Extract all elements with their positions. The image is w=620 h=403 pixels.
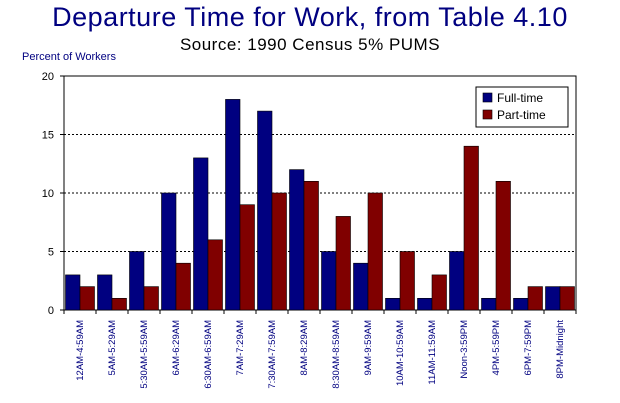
bar-part-time [303, 181, 319, 311]
bar-part-time [431, 274, 447, 311]
bar-full-time [161, 192, 177, 311]
x-tick-label: 8PM-Midnight [555, 320, 566, 379]
x-axis-ticks: 12AM-4:59AM 5AM-5:29AM 5:30AM-5:59AM 6AM-6:… [63, 310, 577, 389]
x-tick-label: 5:30AM-5:59AM [139, 320, 150, 389]
bar-part-time [79, 286, 95, 311]
legend: Full-time Part-time [475, 86, 569, 128]
bar-full-time [353, 262, 369, 311]
bar-part-time [335, 216, 351, 311]
bar-full-time [129, 251, 145, 311]
bar-part-time [559, 286, 575, 311]
gridlines [64, 134, 576, 252]
x-tick-label: 8:30AM-8:59AM [331, 320, 342, 389]
x-tick-label: Noon-3:59PM [459, 320, 470, 379]
chart-subtitle: Source: 1990 Census 5% PUMS [179, 35, 441, 54]
bar-part-time [463, 145, 479, 311]
bar-full-time [65, 274, 81, 311]
bar-part-time [527, 286, 543, 311]
x-tick-label: 4PM-5:59PM [491, 320, 502, 376]
bar-full-time [193, 157, 209, 311]
bar-full-time [513, 297, 529, 311]
legend-label: Full-time [497, 91, 543, 105]
y-axis-ticks: 0 5 10 15 20 [42, 71, 64, 317]
y-tick-label: 10 [42, 188, 54, 200]
bar-full-time [417, 297, 433, 311]
legend-swatch [482, 109, 493, 120]
bar-full-time [321, 251, 337, 311]
bar-part-time [143, 286, 159, 311]
bar-full-time [481, 297, 497, 311]
x-tick-label: 10AM-10:59AM [395, 320, 406, 386]
x-tick-label: 6AM-6:29AM [171, 320, 182, 376]
bar-part-time [399, 251, 415, 311]
bar-part-time [271, 192, 287, 311]
bar-part-time [207, 239, 223, 311]
y-tick-label: 15 [42, 130, 54, 142]
x-tick-label: 7AM-7:29AM [235, 320, 246, 376]
bar-part-time [175, 262, 191, 311]
bar-full-time [225, 99, 241, 311]
x-tick-label: 6PM-7:59PM [523, 320, 534, 376]
x-tick-label: 7:30AM-7:59AM [267, 320, 278, 389]
x-tick-label: 9AM-9:59AM [363, 320, 374, 376]
bar-full-time [289, 169, 305, 311]
bar-full-time [545, 286, 561, 311]
x-tick-label: 6:30AM-6:59AM [203, 320, 214, 389]
legend-swatch [482, 92, 493, 103]
chart-title: Departure Time for Work, from Table 4.10 [52, 2, 568, 32]
bar-full-time [449, 251, 465, 311]
bar-full-time [385, 297, 401, 311]
x-tick-label: 5AM-5:29AM [107, 320, 118, 376]
bar-full-time [257, 110, 273, 311]
bars [65, 99, 575, 311]
bar-part-time [111, 297, 127, 311]
y-tick-label: 0 [48, 305, 54, 317]
x-tick-label: 8AM-8:29AM [299, 320, 310, 376]
legend-label: Part-time [497, 108, 546, 122]
x-tick-label: 12AM-4:59AM [75, 320, 86, 381]
y-axis-label: Percent of Workers [22, 51, 116, 63]
x-tick-label: 11AM-11:59AM [427, 320, 438, 385]
bar-part-time [367, 192, 383, 311]
y-tick-label: 20 [42, 71, 54, 83]
bar-full-time [97, 274, 113, 311]
y-tick-label: 5 [48, 247, 54, 259]
bar-part-time [239, 204, 255, 311]
bar-part-time [495, 181, 511, 311]
